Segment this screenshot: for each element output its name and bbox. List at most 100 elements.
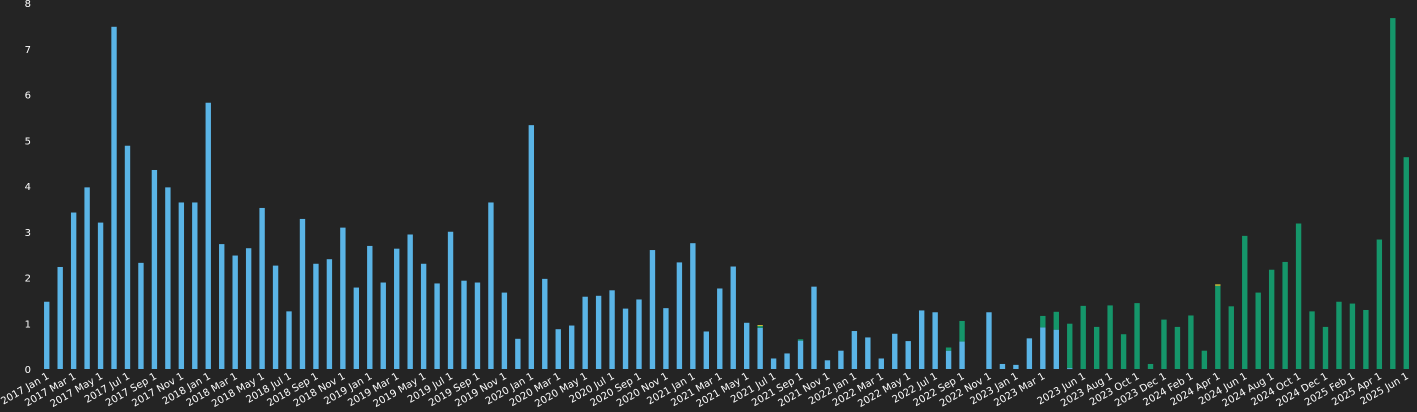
bar-segment[interactable]: [1013, 364, 1019, 369]
bar-segment[interactable]: [959, 320, 965, 342]
bar-segment[interactable]: [1134, 303, 1140, 369]
bar-segment[interactable]: [1309, 311, 1315, 369]
bar-segment[interactable]: [797, 340, 804, 369]
bar-segment[interactable]: [138, 262, 144, 369]
bar-segment[interactable]: [609, 290, 615, 369]
bar-segment[interactable]: [447, 231, 454, 369]
bar-segment[interactable]: [232, 255, 238, 369]
bar-segment[interactable]: [649, 250, 656, 369]
bar-segment[interactable]: [1295, 223, 1302, 369]
bar-segment[interactable]: [851, 331, 858, 369]
bar-segment[interactable]: [313, 263, 319, 369]
bar-segment[interactable]: [945, 350, 952, 369]
bar-segment[interactable]: [1174, 326, 1181, 369]
bar-segment[interactable]: [192, 202, 198, 369]
bar-segment[interactable]: [44, 301, 50, 369]
bar-segment[interactable]: [663, 308, 669, 369]
bar-segment[interactable]: [394, 248, 400, 369]
bar-segment[interactable]: [770, 358, 777, 369]
bar-segment[interactable]: [1228, 306, 1234, 369]
bar-segment[interactable]: [999, 363, 1006, 369]
bar-segment[interactable]: [1067, 368, 1073, 370]
bar-segment[interactable]: [501, 292, 508, 369]
bar-segment[interactable]: [1255, 292, 1261, 369]
bar-segment[interactable]: [797, 339, 804, 341]
bar-segment[interactable]: [1363, 309, 1369, 369]
bar-segment[interactable]: [1040, 315, 1046, 328]
bar-segment[interactable]: [582, 296, 588, 369]
bar-segment[interactable]: [420, 263, 427, 369]
bar-segment[interactable]: [205, 102, 211, 370]
bar-segment[interactable]: [622, 308, 629, 369]
bar-segment[interactable]: [892, 333, 898, 369]
bar-segment[interactable]: [1336, 301, 1342, 369]
bar-segment[interactable]: [932, 312, 938, 369]
bar-segment[interactable]: [569, 325, 575, 369]
bar-segment[interactable]: [165, 187, 171, 369]
bar-segment[interactable]: [299, 218, 306, 369]
bar-segment[interactable]: [595, 295, 602, 369]
bar-segment[interactable]: [1120, 334, 1127, 369]
bar-segment[interactable]: [1040, 327, 1046, 369]
bar-segment[interactable]: [542, 278, 548, 369]
bar-segment[interactable]: [1026, 338, 1033, 369]
bar-segment[interactable]: [219, 244, 225, 369]
bar-segment[interactable]: [878, 358, 884, 369]
bar-segment[interactable]: [1053, 329, 1059, 369]
bar-segment[interactable]: [84, 187, 90, 369]
bar-segment[interactable]: [1376, 239, 1383, 369]
bar-segment[interactable]: [1282, 261, 1288, 369]
bar-segment[interactable]: [1107, 305, 1113, 369]
bar-segment[interactable]: [703, 331, 709, 369]
bar-segment[interactable]: [1080, 305, 1086, 369]
bar-segment[interactable]: [528, 125, 535, 370]
bar-segment[interactable]: [1349, 303, 1356, 369]
bar-segment[interactable]: [97, 222, 104, 369]
bar-segment[interactable]: [636, 299, 642, 369]
bar-segment[interactable]: [340, 227, 346, 369]
bar-segment[interactable]: [676, 262, 683, 369]
bar-segment[interactable]: [905, 341, 911, 369]
bar-segment[interactable]: [865, 337, 871, 369]
bar-segment[interactable]: [380, 282, 386, 369]
bar-segment[interactable]: [151, 169, 158, 369]
bar-segment[interactable]: [1188, 315, 1194, 369]
bar-segment[interactable]: [1390, 18, 1396, 369]
bar-segment[interactable]: [1322, 326, 1329, 369]
bar-segment[interactable]: [515, 338, 521, 369]
bar-segment[interactable]: [1201, 350, 1208, 369]
bar-segment[interactable]: [434, 283, 440, 369]
bar-segment[interactable]: [1215, 284, 1221, 286]
bar-segment[interactable]: [461, 280, 467, 369]
bar-segment[interactable]: [1053, 311, 1059, 330]
bar-segment[interactable]: [1067, 323, 1073, 369]
bar-segment[interactable]: [744, 322, 750, 369]
bar-segment[interactable]: [57, 266, 63, 369]
bar-segment[interactable]: [717, 288, 723, 369]
bar-segment[interactable]: [353, 287, 360, 369]
bar-segment[interactable]: [1161, 319, 1167, 369]
bar-segment[interactable]: [730, 266, 736, 369]
bar-segment[interactable]: [918, 310, 925, 369]
bar-segment[interactable]: [1242, 235, 1248, 369]
bar-segment[interactable]: [70, 212, 77, 369]
bar-segment[interactable]: [1268, 269, 1275, 369]
bar-segment[interactable]: [245, 248, 252, 369]
bar-segment[interactable]: [488, 202, 494, 369]
bar-segment[interactable]: [474, 282, 481, 369]
bar-segment[interactable]: [757, 325, 763, 327]
bar-segment[interactable]: [757, 327, 763, 369]
bar-segment[interactable]: [986, 312, 992, 369]
bar-segment[interactable]: [945, 347, 952, 351]
bar-segment[interactable]: [272, 265, 279, 369]
bar-segment[interactable]: [690, 243, 696, 369]
bar-segment[interactable]: [326, 259, 333, 369]
bar-segment[interactable]: [407, 234, 413, 370]
bar-segment[interactable]: [286, 311, 292, 369]
bar-segment[interactable]: [367, 245, 373, 369]
bar-segment[interactable]: [824, 360, 831, 369]
bar-segment[interactable]: [1215, 285, 1221, 369]
bar-segment[interactable]: [178, 202, 185, 369]
bar-segment[interactable]: [111, 26, 117, 369]
bar-segment[interactable]: [124, 145, 131, 369]
